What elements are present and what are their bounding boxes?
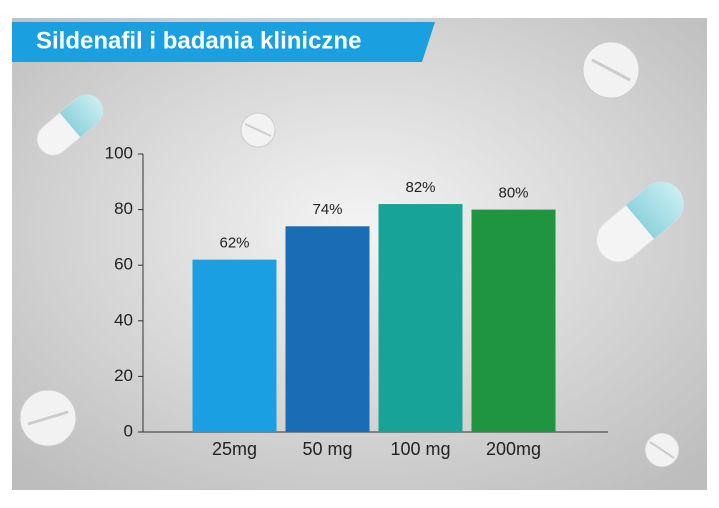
value-label: 74% [312, 201, 342, 218]
y-tick-label: 0 [124, 421, 133, 440]
y-tick-label: 60 [114, 255, 133, 274]
title-banner [12, 22, 435, 62]
decoration [19, 41, 684, 468]
x-tick-label: 50 mg [302, 439, 352, 459]
bar [378, 204, 463, 432]
y-tick-label: 40 [114, 310, 133, 329]
y-tick-label: 20 [114, 366, 133, 385]
x-tick-label: 200mg [486, 439, 541, 459]
value-label: 80% [498, 185, 528, 202]
bar [192, 259, 277, 432]
y-tick-label: 100 [105, 143, 133, 162]
value-label: 82% [405, 179, 435, 196]
y-tick-label: 80 [114, 199, 133, 218]
value-label: 62% [219, 235, 249, 252]
x-tick-label: 100 mg [390, 439, 450, 459]
chart-title: Sildenafil i badania kliniczne [36, 27, 361, 54]
x-tick-label: 25mg [212, 439, 257, 459]
bar [285, 226, 370, 432]
bar [471, 209, 556, 432]
